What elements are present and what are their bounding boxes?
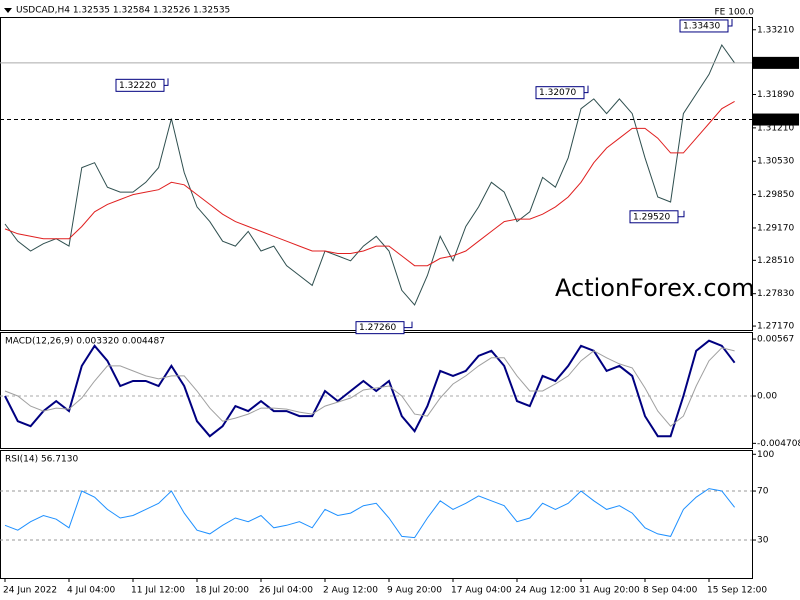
y-tick-label: 0.00567: [757, 335, 794, 345]
annotation-label: 1.32220: [119, 81, 156, 91]
y-tick-label: 1.31210: [757, 123, 794, 133]
y-tick-label: 1.31890: [757, 90, 794, 100]
y-tick-label: 1.28510: [757, 256, 794, 266]
annotation-box: [629, 210, 679, 224]
chart-title: USDCAD,H4 1.32535 1.32584 1.32526 1.3253…: [16, 6, 230, 16]
series-line: [4, 100, 735, 267]
series-line: [4, 347, 735, 427]
annotation-label: 1.32070: [539, 88, 576, 98]
y-tick-label: -0.004708: [757, 439, 800, 449]
annotation-box: [115, 78, 165, 92]
menu-arrow[interactable]: [4, 8, 12, 13]
x-tick-label: 26 Jul 04:00: [259, 586, 313, 596]
x-tick-label: 18 Jul 20:00: [195, 586, 249, 596]
y-tick-label: 100: [757, 450, 774, 460]
y-tick-label: 1.29850: [757, 190, 794, 200]
annotation-connector: [404, 321, 413, 329]
annotation-label: 1.29520: [633, 212, 670, 222]
annotation-box: [535, 86, 585, 100]
annotation-connector: [164, 78, 169, 86]
x-tick-label: 11 Jul 12:00: [131, 586, 185, 596]
x-tick-label: 15 Sep 12:00: [707, 586, 767, 596]
annotation-connector: [584, 85, 589, 94]
panel-title: RSI(14) 56.7130: [5, 455, 78, 465]
level-box: [753, 113, 799, 126]
fe-label: FE 100.0: [715, 8, 755, 18]
x-tick-label: 24 Jun 2022: [3, 586, 57, 596]
x-tick-label: 8 Sep 04:00: [643, 586, 698, 596]
panel-title: MACD(12,26,9) 0.003320 0.004487: [5, 337, 165, 347]
level-label: 1.31380: [757, 115, 794, 125]
annotation-box: [355, 321, 405, 335]
y-tick-label: 1.29170: [757, 223, 794, 233]
annotation-connector: [728, 18, 733, 27]
y-tick-label: 1.27830: [757, 289, 794, 299]
y-tick-label: 30: [757, 536, 769, 546]
x-tick-label: 9 Aug 20:00: [387, 586, 442, 596]
series-line: [4, 488, 735, 539]
annotation-box: [679, 19, 729, 33]
x-tick-label: 17 Aug 04:00: [451, 586, 512, 596]
series-line: [4, 43, 736, 306]
x-tick-label: 24 Aug 12:00: [515, 586, 576, 596]
series-line: [4, 339, 736, 438]
annotation-connector: [678, 210, 685, 218]
price-box: [753, 56, 799, 69]
annotation-label: 1.33430: [683, 21, 720, 31]
y-tick-label: 0.00: [757, 392, 777, 402]
panel-frame: [0, 450, 753, 579]
annotation-label: 1.27260: [359, 323, 396, 333]
watermark: ActionForex.com: [555, 274, 755, 302]
x-tick-label: 31 Aug 20:00: [579, 586, 640, 596]
x-tick-label: 4 Jul 04:00: [67, 586, 116, 596]
y-tick-label: 1.30530: [757, 157, 794, 167]
x-tick-label: 2 Aug 12:00: [323, 586, 378, 596]
price-label: 1.32535: [757, 58, 794, 68]
y-tick-label: 1.27170: [757, 322, 794, 332]
y-tick-label: 70: [757, 487, 769, 497]
y-tick-label: 1.33210: [757, 25, 794, 35]
